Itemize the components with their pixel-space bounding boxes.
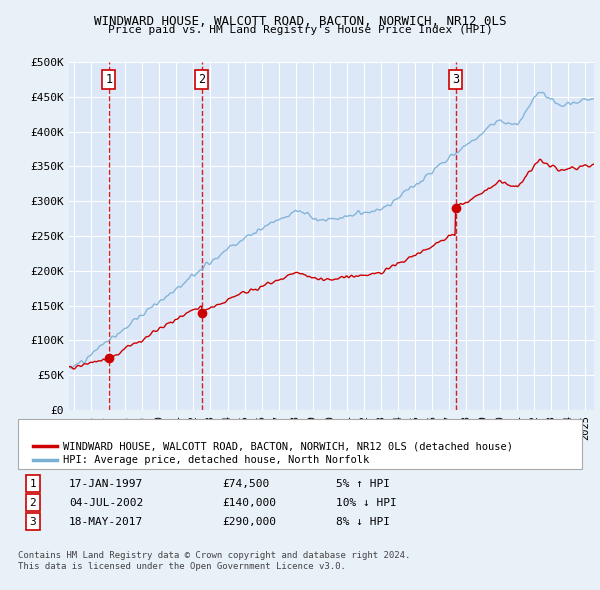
- Text: 18-MAY-2017: 18-MAY-2017: [69, 517, 143, 526]
- Text: 2: 2: [29, 498, 37, 507]
- Text: £74,500: £74,500: [222, 479, 269, 489]
- Text: HPI: Average price, detached house, North Norfolk: HPI: Average price, detached house, Nort…: [63, 455, 369, 465]
- Text: This data is licensed under the Open Government Licence v3.0.: This data is licensed under the Open Gov…: [18, 562, 346, 571]
- Text: Contains HM Land Registry data © Crown copyright and database right 2024.: Contains HM Land Registry data © Crown c…: [18, 551, 410, 560]
- Text: Price paid vs. HM Land Registry's House Price Index (HPI): Price paid vs. HM Land Registry's House …: [107, 25, 493, 35]
- Text: 17-JAN-1997: 17-JAN-1997: [69, 479, 143, 489]
- Text: £290,000: £290,000: [222, 517, 276, 526]
- Text: £140,000: £140,000: [222, 498, 276, 507]
- Text: 3: 3: [452, 73, 459, 86]
- Text: 2: 2: [199, 73, 206, 86]
- Text: 8% ↓ HPI: 8% ↓ HPI: [336, 517, 390, 526]
- Text: 04-JUL-2002: 04-JUL-2002: [69, 498, 143, 507]
- Text: WINDWARD HOUSE, WALCOTT ROAD, BACTON, NORWICH, NR12 0LS (detached house): WINDWARD HOUSE, WALCOTT ROAD, BACTON, NO…: [63, 441, 513, 451]
- Text: 10% ↓ HPI: 10% ↓ HPI: [336, 498, 397, 507]
- Text: 5% ↑ HPI: 5% ↑ HPI: [336, 479, 390, 489]
- Text: 1: 1: [106, 73, 112, 86]
- Text: WINDWARD HOUSE, WALCOTT ROAD, BACTON, NORWICH, NR12 0LS: WINDWARD HOUSE, WALCOTT ROAD, BACTON, NO…: [94, 15, 506, 28]
- Text: 3: 3: [29, 517, 37, 526]
- Text: 1: 1: [29, 479, 37, 489]
